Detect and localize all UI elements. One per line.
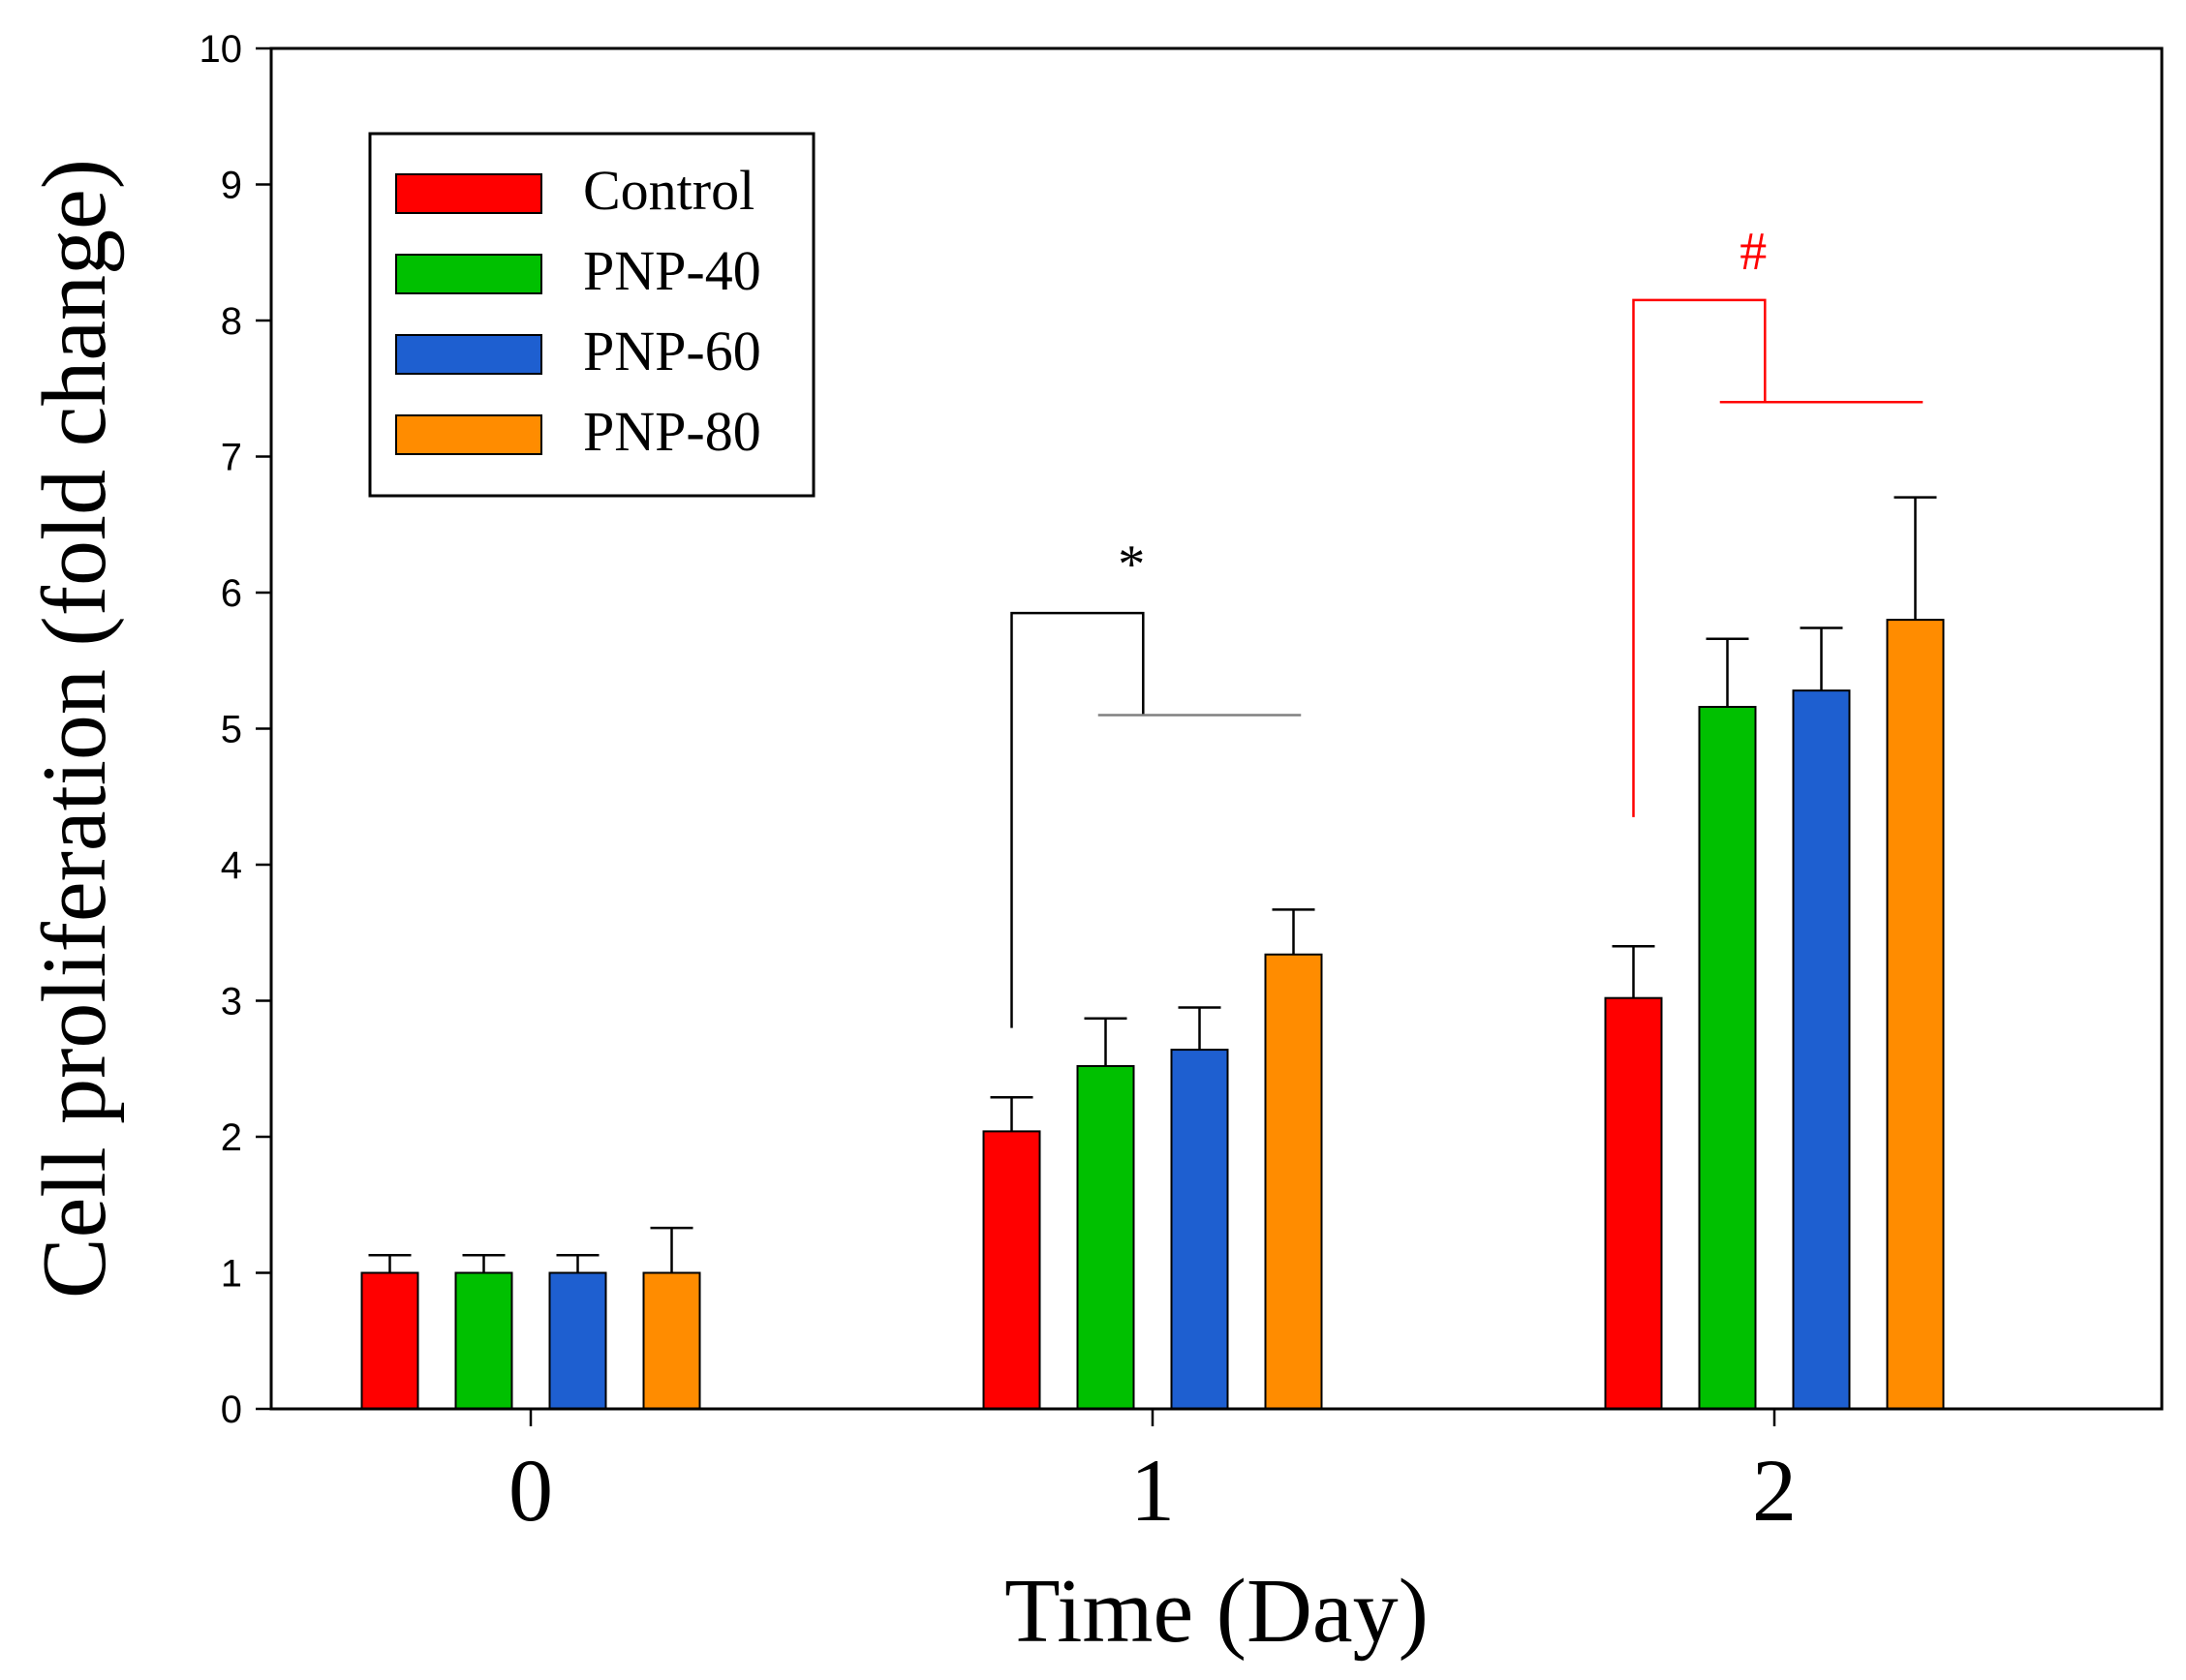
significance-bracket: * <box>1010 535 1302 1028</box>
axes: 0 1 2 3 4 5 6 7 8 9 10 0 1 2 <box>200 28 2164 1540</box>
x-axis-title: Time (Day) <box>1004 1561 1429 1662</box>
legend: Control PNP-40 PNP-60 PNP-80 <box>368 132 816 498</box>
significance-bracket: # <box>1632 222 1924 817</box>
y-tick-label: 9 <box>221 165 242 207</box>
y-tick-label: 3 <box>221 981 242 1023</box>
legend-label: Control <box>583 159 754 222</box>
y-tick-label: 4 <box>221 844 242 887</box>
legend-label: PNP-80 <box>583 400 761 463</box>
y-tick-label: 2 <box>221 1116 242 1159</box>
x-tick-label: 2 <box>1752 1441 1797 1540</box>
significance-annotations: *# <box>1010 222 1924 1028</box>
y-tick-label: 7 <box>221 437 242 479</box>
bar <box>1264 953 1323 1410</box>
y-tick-label: 6 <box>221 572 242 615</box>
y-tick-label: 5 <box>221 709 242 751</box>
y-tick-label: 0 <box>221 1389 242 1431</box>
bar <box>548 1271 607 1410</box>
legend-swatch <box>395 173 542 214</box>
bar <box>454 1271 513 1410</box>
bracket-line <box>1632 298 1767 817</box>
bar <box>1886 619 1945 1410</box>
legend-label: PNP-60 <box>583 320 761 382</box>
y-tick-label: 8 <box>221 300 242 343</box>
legend-label: PNP-40 <box>583 239 761 302</box>
bar <box>1698 706 1757 1410</box>
plot-area <box>360 496 1945 1410</box>
bar <box>1792 689 1851 1410</box>
y-tick-label: 10 <box>200 28 243 71</box>
significance-label: * <box>1118 535 1145 595</box>
x-tick-label: 1 <box>1130 1441 1175 1540</box>
bar <box>360 1271 419 1410</box>
bar <box>1170 1049 1229 1410</box>
legend-swatch <box>395 414 542 455</box>
legend-swatch <box>395 254 542 294</box>
bracket-line <box>1010 611 1145 1028</box>
bar <box>1604 996 1663 1410</box>
y-tick-label: 1 <box>221 1253 242 1296</box>
significance-label: # <box>1740 222 1767 282</box>
x-tick-label: 0 <box>508 1441 553 1540</box>
legend-swatch <box>395 334 542 375</box>
bar <box>642 1271 701 1410</box>
bar <box>982 1130 1041 1410</box>
y-axis-title: Cell proliferation (fold change) <box>24 159 125 1298</box>
bar <box>1076 1064 1135 1410</box>
